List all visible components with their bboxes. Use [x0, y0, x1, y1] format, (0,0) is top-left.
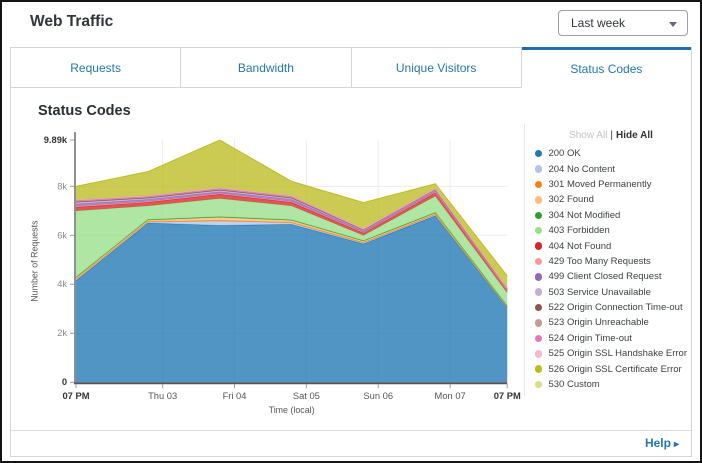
tab-bandwidth[interactable]: Bandwidth: [181, 47, 352, 88]
area-526-origin-ssl-certificate-error: [75, 140, 508, 288]
legend-dot-525-origin-ssl-handshake-error: [534, 350, 543, 358]
legend-dot-522-origin-connection-time-out: [534, 303, 543, 312]
tab-bar: Requests Bandwidth Unique Visitors Statu…: [11, 47, 691, 88]
legend-header: Show All | Hide All: [535, 130, 687, 141]
chart-legend: Show All | Hide All 200 OK 204 No Content 30…: [523, 124, 691, 396]
legend-item-526-origin-ssl-certificate-error[interactable]: 526 Origin SSL Certificate Error: [534, 361, 687, 376]
legend-label: 530 Custom: [548, 379, 600, 391]
legend-label: 429 Too Many Requests: [548, 255, 651, 267]
legend-dot-499-client-closed-request: [534, 273, 543, 281]
y-axis-title: Number of Requests: [30, 220, 40, 302]
legend-item-522-origin-connection-time-out[interactable]: 522 Origin Connection Time-out: [534, 300, 687, 315]
web-traffic-card: Requests Bandwidth Unique Visitors Statu…: [10, 47, 692, 457]
legend-label: 525 Origin SSL Handshake Error: [548, 348, 687, 360]
x-tick-label-sat-05: Sat 05: [293, 391, 320, 401]
legend-item-429-too-many-requests[interactable]: 429 Too Many Requests: [534, 254, 687, 269]
legend-label: 526 Origin SSL Certificate Error: [548, 363, 682, 375]
caret-right-icon: ▸: [673, 439, 679, 450]
legend-label: 522 Origin Connection Time-out: [548, 302, 683, 314]
help-label: Help: [644, 436, 671, 450]
card-footer: Help ▸: [11, 430, 691, 456]
tab-requests[interactable]: Requests: [11, 47, 182, 88]
legend-item-523-origin-unreachable[interactable]: 523 Origin Unreachable: [534, 315, 687, 330]
y-tick-label-9.89k: 9.89k: [44, 135, 68, 145]
legend-dot-526-origin-ssl-certificate-error: [534, 365, 543, 373]
legend-item-301-moved-permanently[interactable]: 301 Moved Permanently: [534, 177, 687, 192]
x-tick-label-07-pm: 07 PM: [62, 391, 89, 401]
legend-item-304-not-modified[interactable]: 304 Not Modified: [534, 208, 687, 223]
area-200-ok: [75, 215, 508, 383]
legend-item-200-ok[interactable]: 200 OK: [534, 146, 687, 161]
chart-section: Status Codes 0 2k 4k 6k 8k 9.89k 07 PM Thu 03 Fr…: [11, 88, 691, 430]
legend-item-525-origin-ssl-handshake-error[interactable]: 525 Origin SSL Handshake Error: [534, 346, 687, 361]
legend-label: 301 Moved Permanently: [548, 178, 652, 190]
y-tick-label-8k: 8k: [57, 181, 67, 191]
x-tick-label-thu-03: Thu 03: [148, 391, 177, 401]
legend-item-530-custom[interactable]: 530 Custom: [534, 377, 687, 392]
legend-show-all: Show All: [569, 130, 608, 141]
legend-divider: |: [610, 130, 614, 141]
x-tick-label-mon-07: Mon 07: [435, 391, 466, 401]
legend-label: 499 Client Closed Request: [548, 271, 662, 283]
legend-dot-403-forbidden: [534, 226, 543, 235]
time-range-select[interactable]: Last week: [558, 10, 688, 36]
legend-item-499-client-closed-request[interactable]: 499 Client Closed Request: [534, 269, 687, 284]
legend-label: 404 Not Found: [548, 240, 612, 252]
y-tick-label-6k: 6k: [57, 230, 67, 240]
time-range-value: Last week: [571, 16, 626, 30]
help-link[interactable]: Help ▸: [645, 431, 679, 457]
tab-unique-visitors[interactable]: Unique Visitors: [351, 47, 522, 88]
legend-dot-523-origin-unreachable: [534, 319, 543, 327]
legend-label: 403 Forbidden: [548, 225, 610, 237]
legend-dot-302-found: [534, 196, 543, 204]
tab-status-codes[interactable]: Status Codes: [521, 47, 691, 88]
y-tick-label-0: 0: [62, 377, 67, 387]
chart-title: Status Codes: [38, 103, 131, 119]
legend-label: 524 Origin Time-out: [548, 332, 632, 344]
legend-dot-503-service-unavailable: [534, 288, 543, 296]
legend-dot-204-no-content: [534, 165, 543, 173]
y-tick-label-2k: 2k: [57, 328, 67, 338]
legend-label: 204 No Content: [548, 163, 616, 175]
status-codes-stacked-area-chart: 0 2k 4k 6k 8k 9.89k 07 PM Thu 03 Fri 04 Sat 05 Sun…: [30, 132, 521, 415]
legend-dot-530-custom: [534, 380, 543, 389]
legend-item-302-found[interactable]: 302 Found: [534, 192, 687, 207]
legend-dot-524-origin-time-out: [534, 334, 543, 343]
legend-dot-429-too-many-requests: [534, 257, 543, 266]
legend-label: 523 Origin Unreachable: [548, 317, 649, 329]
legend-dot-301-moved-permanently: [534, 180, 543, 189]
legend-dot-404-not-found: [534, 242, 543, 250]
legend-item-524-origin-time-out[interactable]: 524 Origin Time-out: [534, 331, 687, 346]
legend-label: 200 OK: [548, 148, 581, 160]
legend-label: 304 Not Modified: [548, 209, 621, 221]
x-tick-label-sun-06: Sun 06: [363, 391, 393, 401]
legend-label: 503 Service Unavailable: [548, 286, 651, 298]
legend-dot-200-ok: [534, 149, 543, 158]
area-403-forbidden: [75, 196, 508, 306]
page-title: Web Traffic: [30, 13, 114, 30]
chart-row: 0 2k 4k 6k 8k 9.89k 07 PM Thu 03 Fri 04 Sat 05 Sun…: [11, 124, 691, 416]
edge-526-origin-ssl-certificate-error: [75, 139, 508, 277]
legend-item-404-not-found[interactable]: 404 Not Found: [534, 238, 687, 253]
topbar: Web Traffic Last week: [2, 2, 700, 47]
x-axis-title: Time (local): [269, 405, 315, 415]
legend-item-403-forbidden[interactable]: 403 Forbidden: [534, 223, 687, 238]
legend-hide-all[interactable]: Hide All: [616, 130, 653, 141]
y-tick-label-4k: 4k: [57, 279, 67, 289]
x-tick-label-fri-04: Fri 04: [223, 391, 247, 401]
legend-items: 200 OK 204 No Content 301 Moved Permanentl…: [534, 146, 687, 392]
legend-item-503-service-unavailable[interactable]: 503 Service Unavailable: [534, 285, 687, 300]
x-tick-label-07-pm: 07 PM: [494, 391, 521, 401]
legend-label: 302 Found: [548, 194, 594, 206]
legend-dot-304-not-modified: [534, 211, 543, 219]
legend-item-204-no-content[interactable]: 204 No Content: [534, 161, 687, 176]
chevron-down-icon: [669, 22, 677, 27]
